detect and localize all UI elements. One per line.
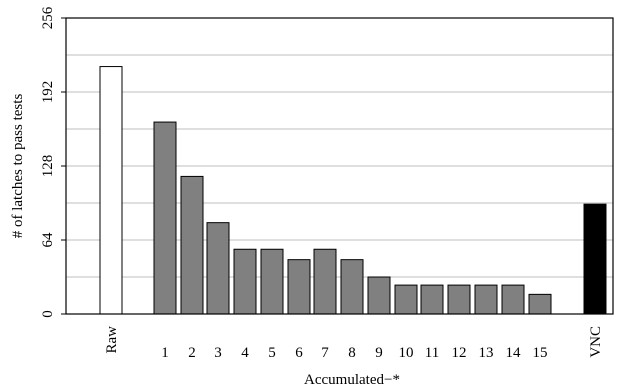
- bar-3: [206, 222, 230, 315]
- y-axis-title: # of latches to pass tests: [10, 94, 26, 239]
- bar-1: [153, 121, 177, 315]
- bar-2: [180, 175, 204, 315]
- bar-11: [420, 284, 444, 315]
- bar-15: [528, 293, 552, 315]
- y-tick-label: 0: [40, 310, 56, 318]
- bar-5: [260, 248, 284, 315]
- x-tick-label: 6: [295, 345, 303, 361]
- bar-raw: [99, 66, 123, 315]
- bar-4: [233, 248, 257, 315]
- y-tick-label: 256: [40, 6, 56, 29]
- x-tick-label: 1: [161, 345, 169, 361]
- bars: [99, 66, 607, 315]
- x-tick-label: 15: [533, 345, 548, 361]
- bar-13: [474, 284, 498, 315]
- x-tick-label: 11: [425, 345, 439, 361]
- x-tick-label: VNC: [588, 326, 604, 358]
- grid-lines: [66, 54, 613, 278]
- x-tick-label: 12: [452, 345, 467, 361]
- bar-14: [501, 284, 525, 315]
- bar-12: [447, 284, 471, 315]
- x-axis-title: Accumulated−*: [304, 372, 400, 388]
- x-tick-label: 5: [268, 345, 276, 361]
- bar-9: [367, 276, 391, 315]
- x-tick-label: 2: [188, 345, 196, 361]
- x-tick-label: 4: [241, 345, 249, 361]
- y-tick-label: 64: [40, 232, 56, 248]
- x-tick-label: 10: [399, 345, 414, 361]
- bar-7: [313, 248, 337, 315]
- x-tick-label: 13: [479, 345, 494, 361]
- x-tick-label: 7: [321, 345, 329, 361]
- bar-10: [394, 284, 418, 315]
- x-tick-labels: Raw 1 2 3 4 5 6 7 8 9 10 11 12 13 14 15 VNC: [104, 326, 604, 361]
- x-tick-label: 9: [375, 345, 383, 361]
- y-tick-label: 192: [40, 81, 56, 104]
- x-tick-label: 14: [506, 345, 522, 361]
- x-tick-label: Raw: [104, 326, 120, 354]
- bar-6: [287, 259, 311, 315]
- x-tick-label: 3: [214, 345, 222, 361]
- bar-8: [340, 259, 364, 315]
- y-tick-label: 128: [40, 155, 56, 178]
- bar-vnc: [583, 203, 607, 315]
- y-tick-labels: 0 64 128 192 256: [40, 6, 66, 318]
- x-tick-label: 8: [348, 345, 356, 361]
